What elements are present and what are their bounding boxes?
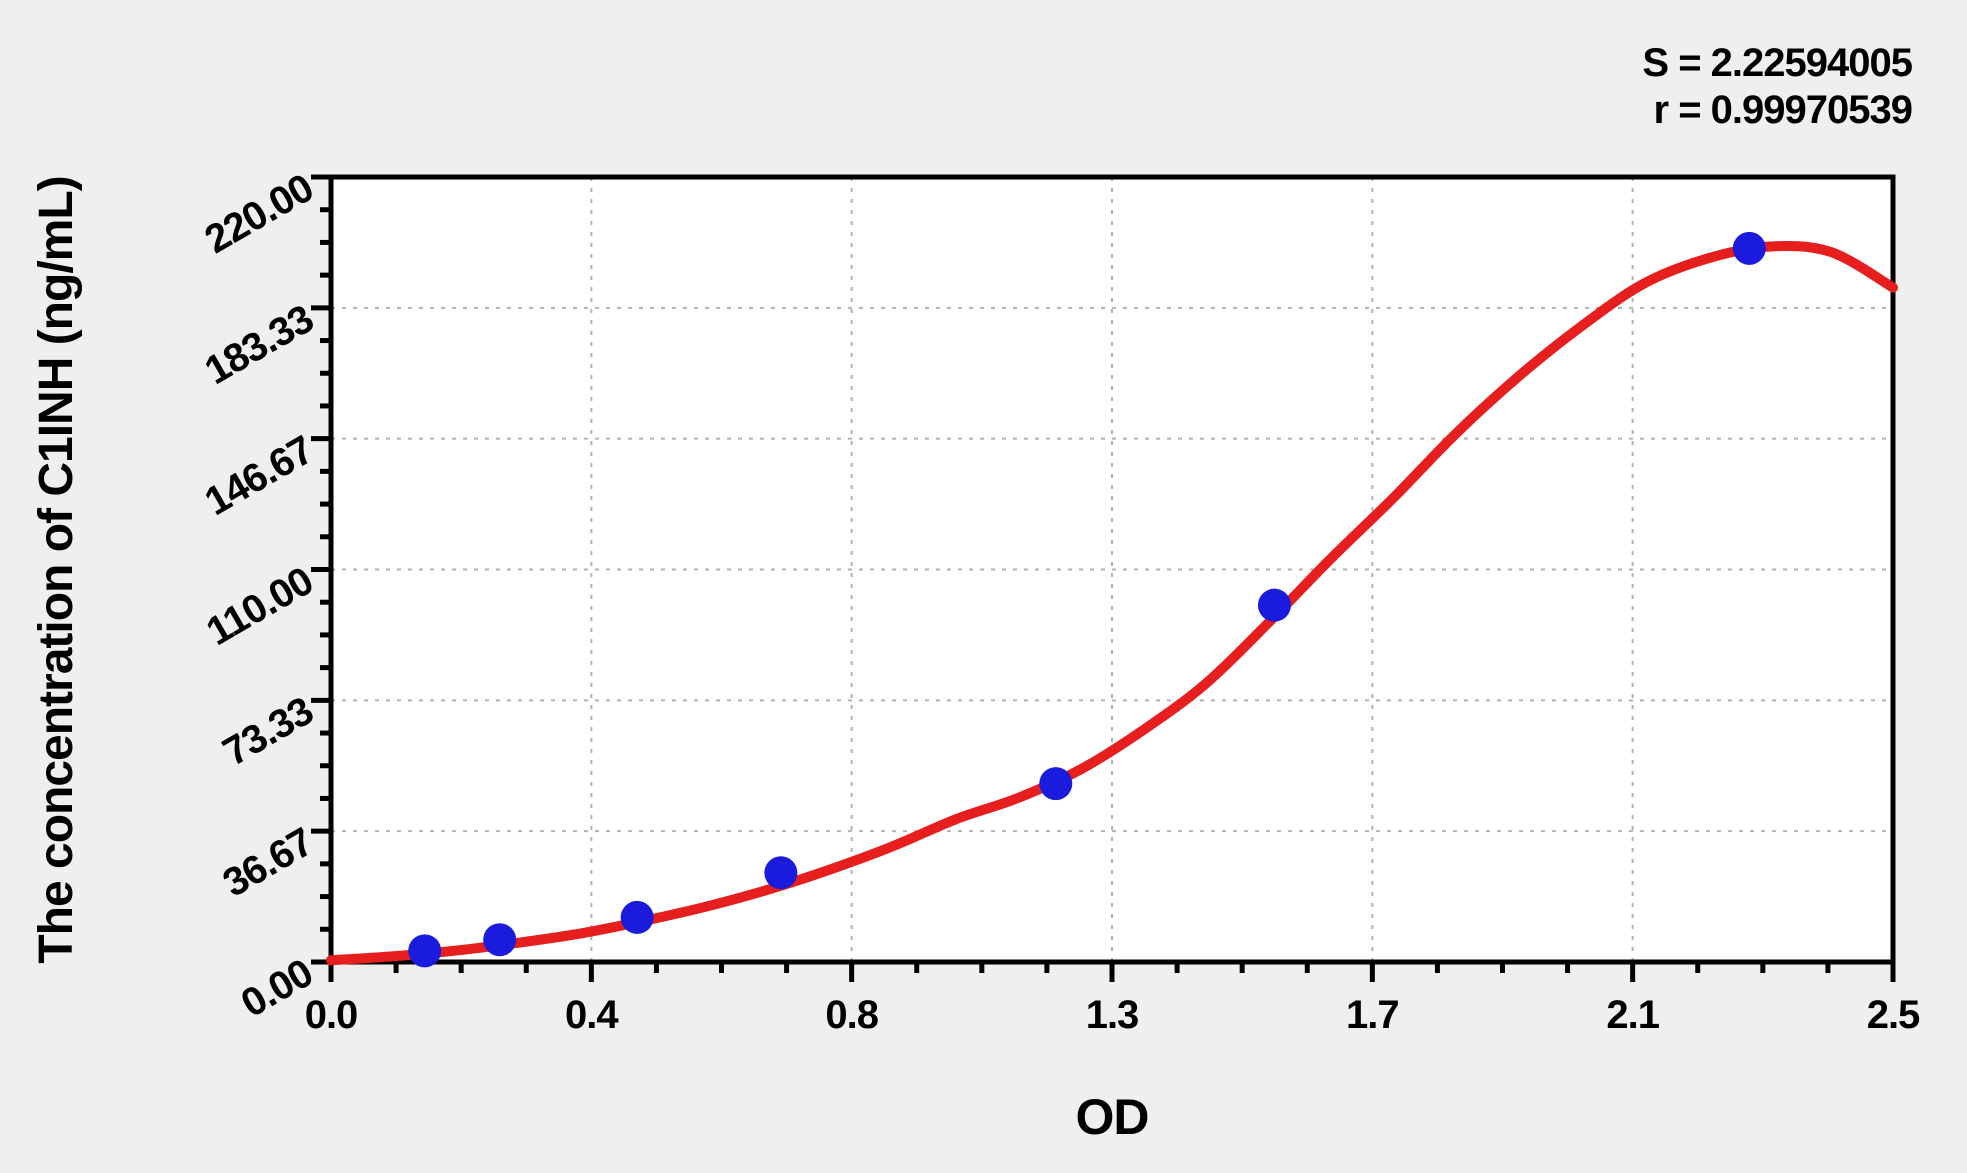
data-point [620,900,654,934]
data-point [1732,231,1766,265]
plot-frame [328,174,1896,965]
data-point [764,856,798,890]
x-axis-title: OD [1075,1089,1150,1145]
y-axis-title: The concentration of C1INH (ng/mL) [30,176,83,964]
fit-statistics: S = 2.22594005 r = 0.99970539 [1642,40,1913,134]
data-point [1257,588,1291,622]
x-tick-label: 1.7 [1346,993,1400,1037]
x-tick-label: 0.4 [565,993,619,1037]
x-tick-label: 2.5 [1866,993,1921,1037]
stat-s-value: S = 2.22594005 [1642,41,1913,85]
stat-r-value: r = 0.99970539 [1653,88,1913,132]
data-point [408,934,442,968]
data-point [1039,767,1073,801]
x-tick-label: 1.3 [1085,993,1140,1037]
x-tick-label: 0.0 [304,993,359,1037]
fitted-curve [326,240,1898,966]
x-tick-label: 0.8 [825,993,879,1037]
x-tick-label: 2.1 [1606,993,1660,1037]
data-point [483,923,517,957]
